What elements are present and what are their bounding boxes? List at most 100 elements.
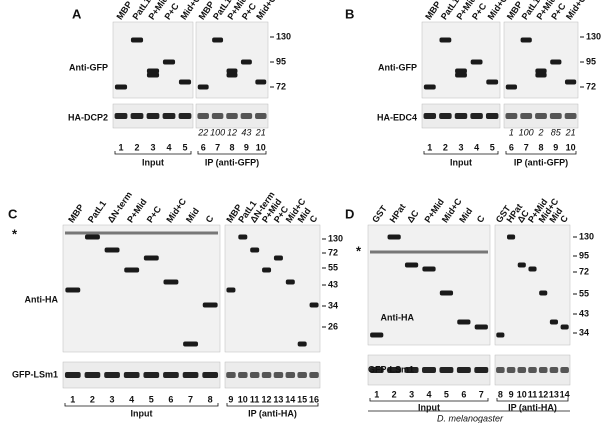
- marker-label: 26: [328, 321, 338, 331]
- lane-number: 12: [262, 394, 272, 404]
- band: [538, 367, 548, 373]
- band: [238, 234, 248, 240]
- lane-number: 9: [228, 394, 233, 404]
- band: [273, 255, 283, 261]
- lane-number: 6: [168, 394, 173, 404]
- lane-number: 10: [238, 394, 248, 404]
- band: [550, 59, 562, 65]
- band: [422, 367, 436, 373]
- lane-number: 2: [90, 394, 95, 404]
- band: [162, 59, 176, 65]
- lane-number: 11: [250, 394, 260, 404]
- row-label: GFP-LSm1: [12, 369, 58, 379]
- bracket: [226, 403, 319, 407]
- row-label: Anti-GFP: [378, 62, 417, 72]
- band: [226, 68, 238, 74]
- band: [485, 113, 499, 119]
- band: [65, 231, 218, 235]
- band: [520, 113, 533, 119]
- band: [273, 372, 284, 378]
- band: [549, 113, 562, 119]
- lane-label: Mid: [184, 206, 201, 224]
- lane-label: C: [558, 213, 570, 224]
- lane-number: 7: [215, 142, 220, 152]
- row-label: HA-DCP2: [68, 112, 108, 122]
- lane-number: 10: [566, 142, 576, 152]
- band: [297, 341, 307, 347]
- lane-number: 4: [474, 142, 479, 152]
- band: [470, 113, 483, 119]
- band: [486, 79, 499, 85]
- band: [535, 72, 547, 78]
- band: [439, 113, 452, 119]
- band: [505, 113, 518, 119]
- lane-label: MBP: [423, 0, 443, 22]
- band: [64, 372, 81, 378]
- band: [202, 302, 218, 308]
- quantification: 22: [197, 127, 208, 137]
- marker-label: 95: [579, 250, 589, 260]
- marker-label: 72: [276, 81, 286, 91]
- marker-label: 95: [276, 56, 286, 66]
- band: [197, 113, 209, 119]
- quantification: 1: [509, 127, 514, 137]
- band: [202, 372, 219, 378]
- band: [143, 255, 159, 261]
- band: [226, 72, 238, 78]
- quantification: 21: [565, 127, 576, 137]
- band: [212, 37, 224, 43]
- band: [182, 372, 199, 378]
- panel-label: B: [345, 6, 354, 21]
- band: [262, 267, 272, 273]
- band: [560, 324, 569, 330]
- lane-number: 3: [150, 142, 155, 152]
- lane-number: 5: [149, 394, 154, 404]
- lane-label: Mid+C: [564, 0, 588, 22]
- panel-label: A: [72, 6, 82, 21]
- section-label: IP (anti-HA): [248, 408, 297, 418]
- lane-number: 14: [560, 389, 570, 399]
- band: [226, 287, 236, 293]
- band: [470, 59, 483, 65]
- band: [564, 79, 577, 85]
- lane-label: PatL1: [86, 199, 108, 225]
- lane-number: 15: [297, 394, 307, 404]
- band: [404, 262, 419, 268]
- blot: [62, 224, 221, 353]
- band: [422, 266, 436, 272]
- section-label: Input: [450, 157, 472, 167]
- bracket: [197, 151, 267, 155]
- marker-label: 43: [328, 279, 338, 289]
- band: [146, 113, 160, 119]
- marker-label: 130: [586, 31, 601, 41]
- band: [211, 113, 224, 119]
- band: [549, 367, 559, 373]
- lane-number: 4: [426, 389, 431, 399]
- marker-label: 72: [328, 247, 338, 257]
- lane-label: MBP: [114, 0, 134, 22]
- lane-number: 2: [443, 142, 448, 152]
- band: [404, 367, 419, 373]
- lane-number: 11: [528, 389, 538, 399]
- band: [183, 341, 199, 347]
- band: [549, 319, 558, 325]
- band: [124, 267, 140, 273]
- lane-number: 3: [458, 142, 463, 152]
- band: [240, 113, 253, 119]
- row-label: Anti-GFP: [69, 62, 108, 72]
- band: [261, 372, 272, 378]
- band: [560, 367, 569, 373]
- band: [423, 113, 437, 119]
- band: [528, 266, 537, 272]
- row-label: Anti-HA: [25, 294, 59, 304]
- band: [517, 367, 527, 373]
- panel-label: C: [8, 206, 18, 221]
- band: [535, 68, 547, 74]
- lane-number: 6: [509, 142, 514, 152]
- bracket: [496, 398, 569, 402]
- lane-label: C: [475, 213, 487, 224]
- marker-label: 130: [579, 231, 594, 241]
- lane-number: 3: [110, 394, 115, 404]
- band: [84, 372, 101, 378]
